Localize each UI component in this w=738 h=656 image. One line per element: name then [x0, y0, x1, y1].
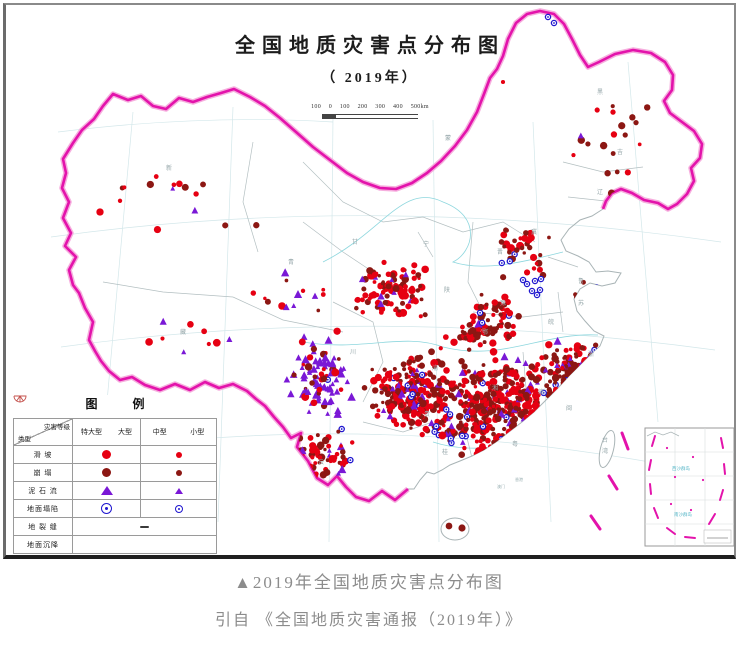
svg-text:豫: 豫 — [500, 299, 506, 307]
legend-symbol-ring-small — [140, 500, 216, 517]
inset-label-nansha: 南沙群岛 — [674, 511, 692, 518]
svg-text:吉: 吉 — [617, 149, 623, 156]
taiwan-island — [598, 429, 616, 469]
svg-text:贵: 贵 — [424, 410, 430, 418]
legend-symbol-circle-small — [140, 446, 216, 463]
scale-bar-labels: 100 0 100 200 300 400 500km — [311, 104, 429, 110]
svg-text:黑: 黑 — [597, 89, 603, 96]
hazard-points-extra — [96, 13, 558, 532]
legend-header-small: 中型 小型 — [140, 419, 216, 445]
svg-text:鄂: 鄂 — [482, 328, 488, 336]
svg-text:新: 新 — [166, 164, 172, 172]
legend-symbol-fan-single — [13, 395, 216, 553]
svg-text:闽: 闽 — [566, 404, 572, 412]
svg-text:皖: 皖 — [548, 318, 554, 326]
legend-symbol-circle-big — [72, 446, 140, 463]
legend-symbol-triangle-big — [72, 482, 140, 499]
graticule-lines — [50, 61, 722, 543]
figure-caption: ▲2019年全国地质灾害点分布图 引自 《全国地质灾害通报（2019年）》 — [0, 568, 738, 630]
svg-text:浙: 浙 — [588, 350, 594, 358]
caption-source: 引自 《全国地质灾害通报（2019年）》 — [214, 612, 523, 629]
legend-row-ground-collapse: 地面塌陷 — [14, 500, 216, 518]
svg-text:台: 台 — [602, 436, 608, 444]
svg-text:苏: 苏 — [578, 299, 584, 307]
legend-row-debris-flow: 泥 石 流 — [14, 482, 216, 500]
legend-symbol-triangle-small — [140, 482, 216, 499]
province-boundaries — [102, 141, 644, 463]
legend-header-type: 类型 — [18, 436, 31, 443]
legend: 图 例 灾害等级 类型 特大型 大型 中型 — [13, 395, 217, 554]
legend-header-large: 特大型 大型 — [72, 419, 140, 445]
svg-text:桂: 桂 — [442, 448, 448, 456]
legend-symbol-dash-single — [72, 518, 216, 535]
svg-text:川: 川 — [350, 349, 356, 356]
svg-text:湘: 湘 — [492, 384, 498, 392]
map-title: 全国地质灾害点分布图 — [235, 35, 505, 57]
map-frame: 西沙群岛 南沙群岛 新藏青川云贵桂粤湘赣闽浙皖苏鲁豫鄂陕晋冀蒙黑吉辽甘宁渝台湾 … — [3, 3, 736, 559]
svg-text:藏: 藏 — [180, 328, 186, 336]
svg-text:冀: 冀 — [531, 228, 537, 236]
svg-text:鲁: 鲁 — [578, 277, 584, 285]
svg-text:云: 云 — [318, 459, 324, 466]
legend-header-diagonal: 灾害等级 类型 — [14, 419, 72, 445]
legend-title: 图 例 — [85, 397, 161, 411]
scale-bar-line — [322, 114, 418, 119]
legend-symbol-circle-big — [72, 464, 140, 481]
svg-text:湾: 湾 — [602, 447, 608, 455]
map-subtitle: （ 2019年） — [321, 71, 419, 86]
legend-row-ground-fissure: 地 裂 缝 — [14, 518, 216, 536]
svg-text:辽: 辽 — [597, 188, 603, 196]
nine-dash-line — [589, 431, 630, 531]
svg-text:赣: 赣 — [538, 388, 544, 396]
scale-bar: 100 0 100 200 300 400 500km — [6, 95, 734, 119]
hazard-points-layer — [117, 104, 651, 482]
south-china-sea-inset: 西沙群岛 南沙群岛 — [644, 427, 734, 547]
svg-text:渝: 渝 — [432, 364, 438, 372]
svg-text:陕: 陕 — [444, 286, 450, 294]
national-boundary — [60, 9, 704, 503]
inset-label-xisha: 西沙群岛 — [672, 465, 690, 472]
svg-text:青: 青 — [288, 258, 294, 266]
svg-text:晋: 晋 — [497, 249, 503, 256]
legend-symbol-ring-big — [72, 500, 140, 517]
legend-table: 灾害等级 类型 特大型 大型 中型 小型 — [13, 395, 217, 554]
legend-row-collapse: 崩 塌 — [14, 464, 216, 482]
svg-text:甘: 甘 — [352, 238, 358, 246]
legend-symbol-circle-small — [140, 464, 216, 481]
svg-text:蒙: 蒙 — [445, 134, 451, 142]
svg-text:香港: 香港 — [515, 476, 523, 482]
legend-header-row: 灾害等级 类型 特大型 大型 中型 小型 — [14, 419, 216, 446]
coastline — [408, 208, 622, 490]
svg-text:粤: 粤 — [512, 440, 518, 448]
inset-nine-dash — [648, 435, 726, 539]
legend-row-landslide: 滑 坡 — [14, 446, 216, 464]
legend-header-grade: 灾害等级 — [44, 424, 70, 431]
svg-text:宁: 宁 — [423, 240, 429, 248]
legend-row-land-subsidence: 地面沉降 — [13, 395, 216, 554]
svg-text:澳门: 澳门 — [497, 483, 505, 489]
caption-title: ▲2019年全国地质灾害点分布图 — [234, 573, 504, 592]
